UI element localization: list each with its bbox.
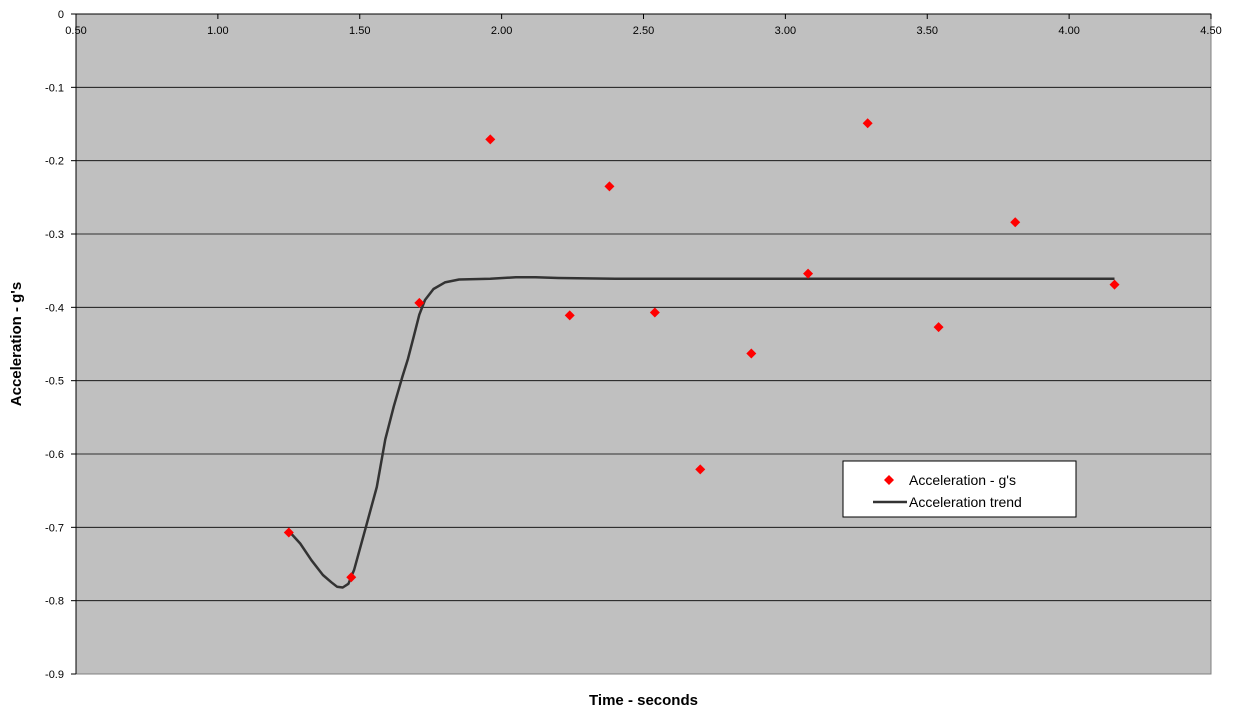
y-tick-label: 0 xyxy=(58,9,64,21)
y-axis-title: Acceleration - g's xyxy=(8,282,25,406)
data-point xyxy=(862,118,873,129)
x-tick-label: 1.50 xyxy=(349,25,370,37)
y-tick-label: -0.4 xyxy=(45,302,64,314)
y-tick-label: -0.2 xyxy=(45,156,64,168)
y-tick-label: -0.8 xyxy=(45,596,64,608)
legend-marker-diamond xyxy=(884,475,894,485)
x-tick-label: 4.00 xyxy=(1058,25,1079,37)
data-point xyxy=(1109,279,1120,290)
x-axis-title: Time - seconds xyxy=(589,692,698,709)
x-tick-label: 3.00 xyxy=(775,25,796,37)
x-tick-label: 2.50 xyxy=(633,25,654,37)
legend: Acceleration - g's Acceleration trend xyxy=(842,460,1077,518)
y-tick-label: -0.1 xyxy=(45,82,64,94)
data-points xyxy=(283,118,1120,583)
data-point xyxy=(1010,217,1021,228)
y-tick-label: -0.7 xyxy=(45,522,64,534)
y-tick-label: -0.5 xyxy=(45,376,64,388)
data-point xyxy=(933,322,944,333)
data-point xyxy=(485,134,496,145)
x-tick-label: 2.00 xyxy=(491,25,512,37)
plot-area xyxy=(75,13,1212,675)
data-point xyxy=(746,348,757,359)
x-tick-label: 4.50 xyxy=(1200,25,1221,37)
data-point xyxy=(283,527,294,538)
data-point xyxy=(414,297,425,308)
data-point xyxy=(649,307,660,318)
data-point xyxy=(695,464,706,475)
y-axis: 0 -0.1 -0.2 -0.3 -0.4 -0.5 -0.6 -0.7 -0.8 -0.9 xyxy=(45,9,77,681)
data-point xyxy=(564,310,575,321)
y-tick-label: -0.9 xyxy=(45,669,64,681)
data-point xyxy=(604,181,615,192)
legend-label-trend: Acceleration trend xyxy=(909,494,1022,510)
legend-box xyxy=(842,460,1077,518)
gridlines xyxy=(76,86,1211,602)
y-tick-label: -0.3 xyxy=(45,229,64,241)
data-point xyxy=(346,572,357,583)
trend-line xyxy=(287,276,1115,589)
x-tick-label: 1.00 xyxy=(207,25,228,37)
legend-label-scatter: Acceleration - g's xyxy=(909,472,1016,488)
y-tick-label: -0.6 xyxy=(45,449,64,461)
data-point xyxy=(803,268,814,279)
x-tick-label: 3.50 xyxy=(917,25,938,37)
